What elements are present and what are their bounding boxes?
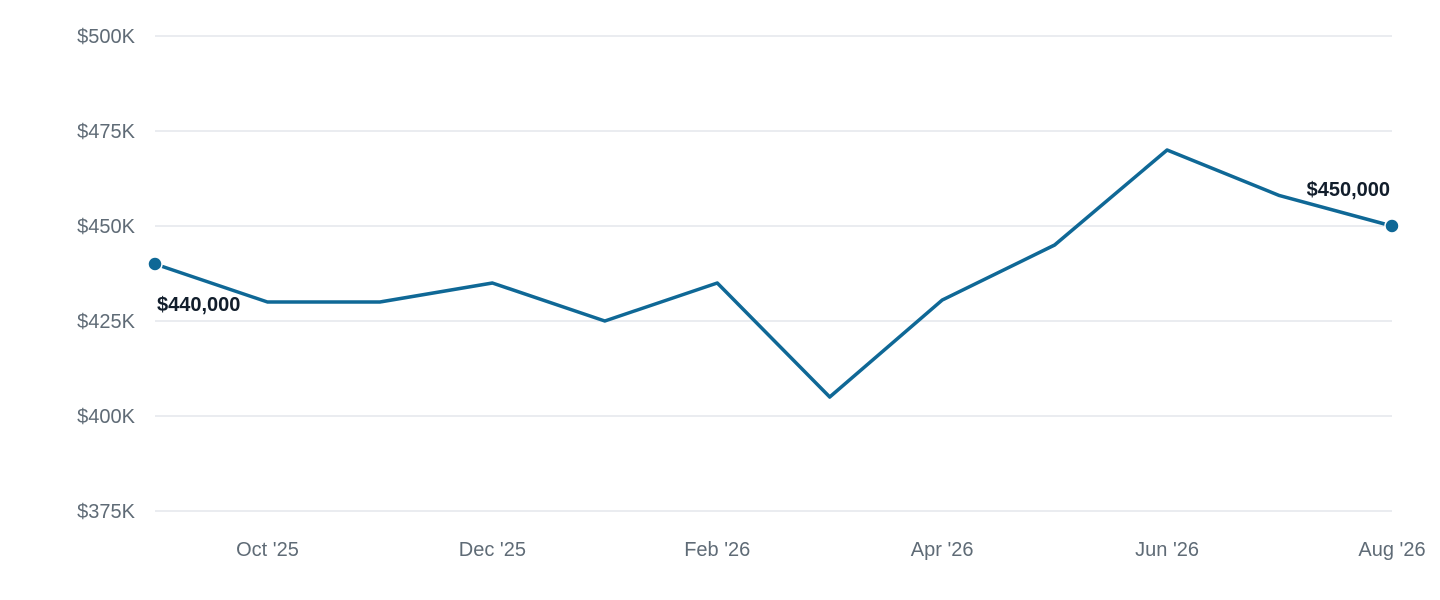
x-axis: Oct '25 Dec '25 Feb '26 Apr '26 Jun '26 Aug '… bbox=[236, 539, 1426, 561]
x-tick-label: Oct '25 bbox=[236, 539, 299, 561]
endpoint-marker bbox=[147, 256, 163, 272]
y-tick-label: $375K bbox=[77, 501, 135, 523]
x-tick-label: Jun '26 bbox=[1135, 539, 1199, 561]
y-tick-label: $425K bbox=[77, 311, 135, 333]
series-layer bbox=[147, 148, 1400, 399]
x-tick-label: Feb '26 bbox=[684, 539, 750, 561]
x-tick-label: Apr '26 bbox=[911, 539, 974, 561]
x-tick-label: Dec '25 bbox=[459, 539, 526, 561]
y-tick-label: $450K bbox=[77, 216, 135, 238]
x-tick-label: Aug '26 bbox=[1358, 539, 1425, 561]
y-tick-label: $475K bbox=[77, 121, 135, 143]
data-label: $440,000 bbox=[157, 294, 240, 316]
data-label: $450,000 bbox=[1307, 179, 1390, 201]
annotation-layer: $440,000 $450,000 bbox=[157, 179, 1390, 316]
grid-layer bbox=[155, 35, 1392, 512]
endpoint-marker bbox=[1384, 218, 1400, 234]
series-line bbox=[153, 148, 1394, 399]
y-tick-label: $500K bbox=[77, 26, 135, 48]
y-axis: $375K $400K $425K $450K $475K $500K bbox=[77, 26, 135, 523]
y-tick-label: $400K bbox=[77, 406, 135, 428]
